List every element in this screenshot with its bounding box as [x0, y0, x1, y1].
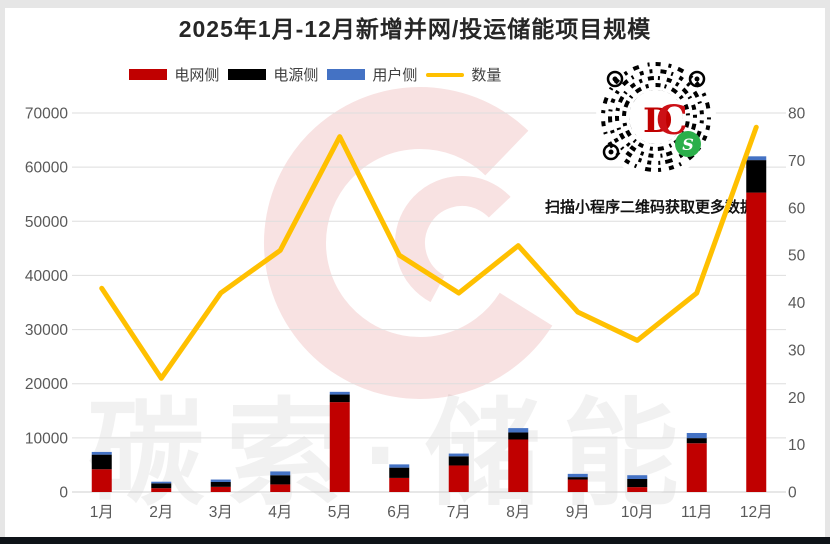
bar-segment: [91, 454, 112, 470]
svg-text:S: S: [682, 135, 694, 154]
legend-label: 电网侧: [174, 67, 220, 84]
bar-segment: [270, 471, 291, 476]
bar-segment: [448, 453, 469, 457]
bar-segment: [151, 488, 172, 492]
bar-segment: [508, 428, 529, 433]
qr-code: D C S: [596, 57, 716, 177]
quantity-line: [99, 124, 759, 381]
source-side-swatch-icon: [228, 69, 267, 80]
svg-text:D: D: [643, 101, 672, 141]
qr-center-brand-logo: D C: [643, 97, 688, 144]
svg-text:9月: 9月: [566, 504, 590, 521]
bar-segment: [91, 451, 112, 455]
bar-segment: [151, 483, 172, 489]
svg-text:6月: 6月: [387, 504, 411, 521]
quantity-line-swatch-icon: [426, 72, 465, 77]
svg-text:30: 30: [788, 342, 806, 359]
bar-segment: [210, 486, 231, 492]
bar-segment: [151, 481, 172, 484]
svg-text:7月: 7月: [447, 504, 471, 521]
bar-segment: [508, 432, 529, 440]
grid-side-swatch-icon: [129, 69, 168, 80]
qr-annotation-text: 扫描小程序二维码获取更多数据: [545, 199, 756, 216]
bar-segment: [627, 475, 648, 480]
bar-segment: [686, 432, 707, 439]
svg-text:20000: 20000: [25, 376, 68, 393]
bar-segment: [448, 456, 469, 466]
bar-segment: [270, 484, 291, 492]
svg-text:40000: 40000: [25, 268, 68, 285]
chart-legend: 电网侧 电源侧 用户侧 数量: [0, 64, 631, 85]
brand-logo-watermark: [264, 87, 576, 399]
svg-text:50: 50: [788, 248, 806, 265]
svg-text:30000: 30000: [25, 322, 68, 339]
legend-item-quantity: 数量: [426, 64, 501, 85]
svg-text:1月: 1月: [90, 504, 114, 521]
svg-text:50000: 50000: [25, 214, 68, 231]
bar-segment: [210, 479, 231, 482]
svg-text:40: 40: [788, 295, 806, 312]
y-axis-left-labels: 0 10000 20000 30000 40000 50000 60000 70000: [25, 106, 68, 502]
qr-eye-icons: [602, 70, 706, 161]
bar-segment: [746, 192, 767, 492]
bar-segment: [686, 438, 707, 444]
svg-text:60000: 60000: [25, 160, 68, 177]
bar-segment: [508, 439, 529, 492]
bar-segment: [567, 473, 588, 478]
chart-title: 2025年1月-12月新增并网/投运储能项目规模: [178, 16, 652, 42]
legend-label: 用户侧: [372, 67, 418, 84]
bar-segment: [746, 160, 767, 193]
bottom-edge-bar: [0, 537, 830, 544]
x-axis-labels: 1月 2月 3月 4月 5月 6月 7月 8月 9月 10月 11月 12月: [90, 504, 773, 521]
bar-segment: [627, 479, 648, 488]
legend-item-user-side: 用户侧: [327, 64, 417, 85]
svg-text:10月: 10月: [621, 504, 654, 521]
bar-segment: [627, 487, 648, 492]
bar-segment: [329, 391, 350, 395]
user-side-swatch-icon: [327, 69, 366, 80]
legend-label: 电源侧: [273, 67, 319, 84]
bar-segment: [746, 156, 767, 161]
bar-segment: [91, 469, 112, 492]
svg-text:10000: 10000: [25, 430, 68, 447]
watermark-text: 碳索·储能: [88, 389, 701, 519]
bar-segment: [686, 443, 707, 492]
svg-text:70000: 70000: [25, 106, 68, 123]
legend-item-grid-side: 电网侧: [129, 64, 219, 85]
bar-segment: [567, 477, 588, 480]
svg-text:3月: 3月: [209, 504, 233, 521]
bar-segment: [270, 475, 291, 485]
svg-text:60: 60: [788, 200, 806, 217]
svg-text:5月: 5月: [328, 504, 352, 521]
y-axis-right-labels: 0 10 20 30 40 50 60 70 80: [788, 106, 806, 502]
bar-segment: [329, 402, 350, 492]
svg-text:10: 10: [788, 437, 806, 454]
svg-text:12月: 12月: [740, 504, 773, 521]
legend-item-source-side: 电源侧: [228, 64, 318, 85]
svg-text:20: 20: [788, 390, 806, 407]
bar-segment: [329, 394, 350, 403]
svg-text:2月: 2月: [149, 504, 173, 521]
svg-text:11月: 11月: [681, 504, 713, 521]
miniprogram-icon: S: [675, 131, 701, 157]
bar-segment: [448, 465, 469, 492]
svg-text:0: 0: [59, 485, 68, 502]
bar-segment: [567, 479, 588, 492]
svg-text:80: 80: [788, 106, 806, 123]
bar-segment: [389, 477, 410, 492]
bar-series: [91, 156, 767, 492]
svg-text:70: 70: [788, 153, 806, 170]
bar-segment: [210, 481, 231, 487]
svg-text:8月: 8月: [506, 504, 530, 521]
svg-text:4月: 4月: [268, 504, 292, 521]
bar-segment: [389, 464, 410, 468]
svg-text:0: 0: [788, 485, 797, 502]
legend-label: 数量: [471, 67, 502, 84]
bar-segment: [389, 467, 410, 478]
